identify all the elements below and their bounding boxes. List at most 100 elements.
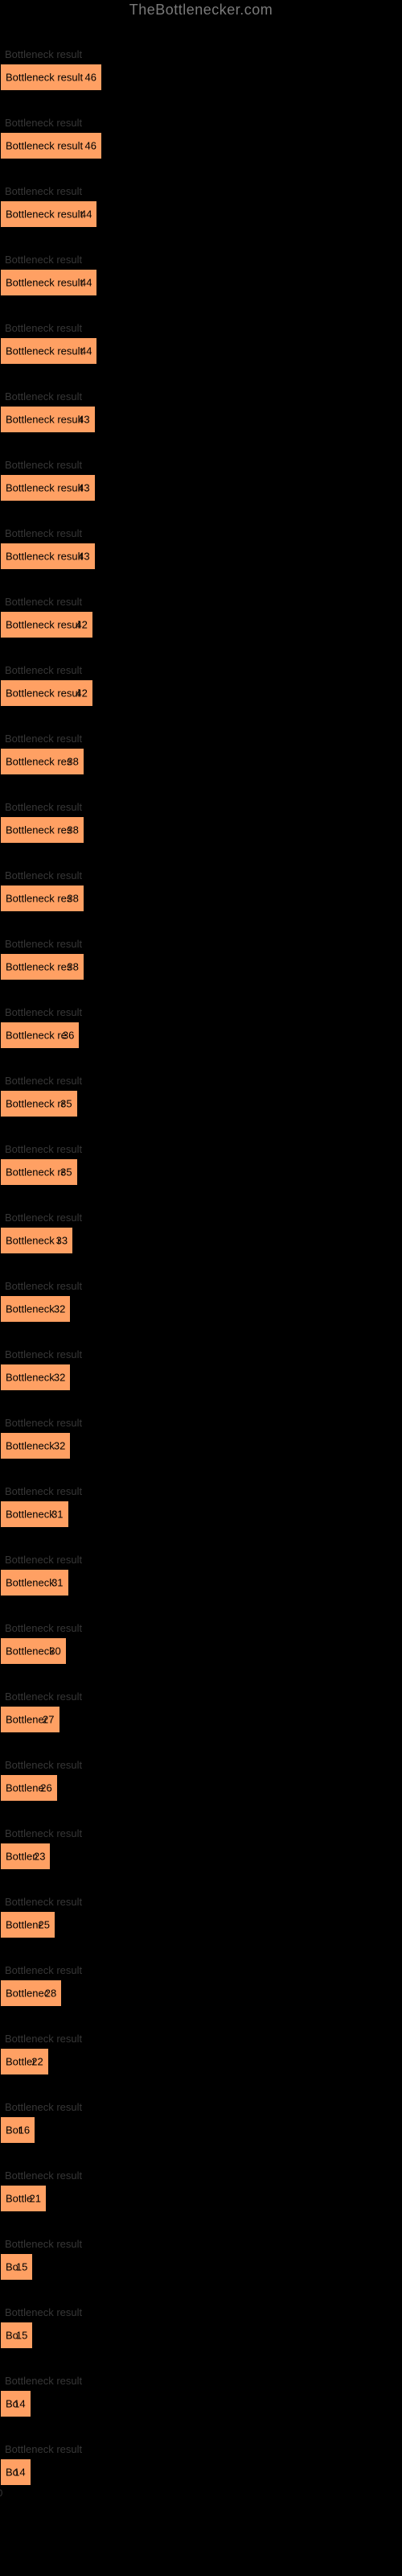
row-link-label[interactable]: Bottleneck result xyxy=(5,1212,82,1224)
bar-value: 30 xyxy=(49,1645,60,1657)
row-link-label[interactable]: Bottleneck result xyxy=(5,1417,82,1429)
bar: Bottleneck result32 xyxy=(0,1295,71,1323)
bar-wrap: Bottleneck result30 xyxy=(0,1637,402,1665)
x-axis: 0 xyxy=(0,2487,402,2504)
row-link-label[interactable]: Bottleneck result xyxy=(5,2033,82,2045)
bar-wrap: Bottleneck result38 xyxy=(0,953,402,980)
row-link-label[interactable]: Bottleneck result xyxy=(5,2238,82,2250)
bar-wrap: Bottleneck result44 xyxy=(0,337,402,365)
bar-value: 32 xyxy=(54,1440,65,1452)
bar-value: 44 xyxy=(80,208,92,221)
chart-row: Bottleneck resultBottleneck result35 xyxy=(0,1049,402,1117)
row-link-label[interactable]: Bottleneck result xyxy=(5,869,82,881)
bar-label: Bottleneck result xyxy=(6,1098,64,1110)
chart-row: Bottleneck resultBottleneck result42 xyxy=(0,570,402,638)
bar: Bottleneck result38 xyxy=(0,885,84,912)
row-link-label[interactable]: Bottleneck result xyxy=(5,596,82,608)
bar-label: Bottleneck result xyxy=(6,551,82,563)
bar-value: 32 xyxy=(54,1372,65,1384)
bar: Bottleneck result15 xyxy=(0,2253,33,2281)
bar-label: Bottleneck result xyxy=(6,1303,57,1315)
bar-value: 38 xyxy=(67,824,78,836)
row-link-label[interactable]: Bottleneck result xyxy=(5,459,82,471)
bar: Bottleneck result44 xyxy=(0,200,97,228)
bar-wrap: Bottleneck result43 xyxy=(0,543,402,570)
row-link-label[interactable]: Bottleneck result xyxy=(5,254,82,266)
bar: Bottleneck result36 xyxy=(0,1022,80,1049)
chart-row: Bottleneck resultBottleneck result44 xyxy=(0,159,402,228)
row-link-label[interactable]: Bottleneck result xyxy=(5,1759,82,1771)
row-link-label[interactable]: Bottleneck result xyxy=(5,1964,82,1976)
row-link-label[interactable]: Bottleneck result xyxy=(5,527,82,539)
bar-value: 26 xyxy=(40,1782,51,1794)
bar-value: 36 xyxy=(63,1030,74,1042)
chart-row: Bottleneck resultBottleneck result43 xyxy=(0,365,402,433)
bar-wrap: Bottleneck result38 xyxy=(0,816,402,844)
bar-value: 42 xyxy=(76,619,87,631)
row-link-label[interactable]: Bottleneck result xyxy=(5,2443,82,2455)
chart-row: Bottleneck resultBottleneck result26 xyxy=(0,1733,402,1802)
chart-area: Bottleneck resultBottleneck result46Bott… xyxy=(0,0,402,2518)
chart-row: Bottleneck result Bottleneck result22 xyxy=(0,2007,402,2075)
row-link-label[interactable]: Bottleneck result xyxy=(5,185,82,197)
row-link-label[interactable]: Bottleneck result xyxy=(5,322,82,334)
bar: Bottleneck result31 xyxy=(0,1569,69,1596)
bar-value: 43 xyxy=(78,414,89,426)
chart-row: Bottleneck result Bottleneck result38 xyxy=(0,844,402,912)
row-link-label[interactable]: Bottleneck result xyxy=(5,938,82,950)
bar-wrap: Bottleneck result28 xyxy=(0,1979,402,2007)
row-link-label[interactable]: Bottleneck result xyxy=(5,1827,82,1839)
row-link-label[interactable]: Bottleneck result xyxy=(5,1485,82,1497)
bar-wrap: Bottleneck result43 xyxy=(0,474,402,502)
bar-wrap: Bottleneck result32 xyxy=(0,1295,402,1323)
bar-value: 33 xyxy=(56,1235,68,1247)
row-link-label[interactable]: Bottleneck result xyxy=(5,801,82,813)
row-link-label[interactable]: Bottleneck result xyxy=(5,1075,82,1087)
chart-row: Bottleneck result Bottleneck result44 xyxy=(0,296,402,365)
row-link-label[interactable]: Bottleneck result xyxy=(5,1348,82,1360)
axis-tick-label: 0 xyxy=(0,2487,2,2499)
bar-wrap: Bottleneck result14 xyxy=(0,2458,402,2486)
row-link-label[interactable]: Bottleneck result xyxy=(5,117,82,129)
row-link-label[interactable]: Bottleneck result xyxy=(5,2101,82,2113)
chart-row: Bottleneck resultBottleneck result33 xyxy=(0,1186,402,1254)
bar-wrap: Bottleneck result22 xyxy=(0,2048,402,2075)
bar-wrap: Bottleneck result16 xyxy=(0,2116,402,2144)
bar-label: Bottleneck result xyxy=(6,208,83,221)
watermark-text: TheBottlenecker.com xyxy=(129,2,273,19)
bar: Bottleneck result42 xyxy=(0,611,93,638)
bar: Bottleneck result22 xyxy=(0,2048,49,2075)
bar-value: 38 xyxy=(67,961,78,973)
row-link-label[interactable]: Bottleneck result xyxy=(5,1896,82,1908)
bar-label: Bottleneck result xyxy=(6,1577,55,1589)
row-link-label[interactable]: Bottleneck result xyxy=(5,664,82,676)
row-link-label[interactable]: Bottleneck result xyxy=(5,1622,82,1634)
bar-label: Bottleneck result xyxy=(6,1235,59,1247)
bar: Bottleneck result14 xyxy=(0,2390,31,2417)
row-link-label[interactable]: Bottleneck result xyxy=(5,1280,82,1292)
bar: Bottleneck result38 xyxy=(0,953,84,980)
bar-label: Bottleneck result xyxy=(6,619,80,631)
row-link-label[interactable]: Bottleneck result xyxy=(5,1690,82,1703)
row-link-label[interactable]: Bottleneck result xyxy=(5,1554,82,1566)
bar-value: 21 xyxy=(29,2193,40,2205)
chart-row: Bottleneck result Bottleneck result28 xyxy=(0,1938,402,2007)
row-link-label[interactable]: Bottleneck result xyxy=(5,2375,82,2387)
row-link-label[interactable]: Bottleneck result xyxy=(5,48,82,60)
bar-value: 43 xyxy=(78,551,89,563)
row-link-label[interactable]: Bottleneck result xyxy=(5,390,82,402)
bar-value: 15 xyxy=(16,2330,27,2342)
row-link-label[interactable]: Bottleneck result xyxy=(5,733,82,745)
bar-value: 22 xyxy=(31,2056,43,2068)
bar: Bottleneck result21 xyxy=(0,2185,47,2212)
bar-wrap: Bottleneck result32 xyxy=(0,1364,402,1391)
row-link-label[interactable]: Bottleneck result xyxy=(5,1143,82,1155)
row-link-label[interactable]: Bottleneck result xyxy=(5,1006,82,1018)
bar: Bottleneck result16 xyxy=(0,2116,35,2144)
bar-value: 27 xyxy=(43,1714,54,1726)
bar-label: Bottleneck result xyxy=(6,1782,44,1794)
bar-value: 38 xyxy=(67,756,78,768)
bar: Bottleneck result31 xyxy=(0,1501,69,1528)
row-link-label[interactable]: Bottleneck result xyxy=(5,2306,82,2318)
row-link-label[interactable]: Bottleneck result xyxy=(5,2169,82,2182)
